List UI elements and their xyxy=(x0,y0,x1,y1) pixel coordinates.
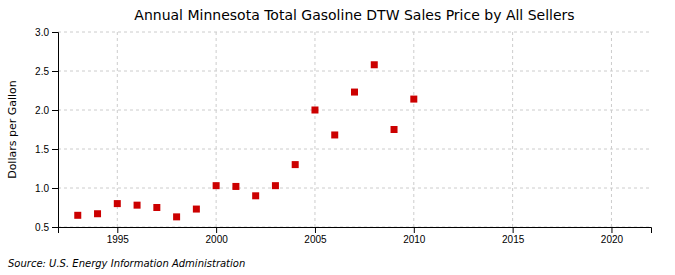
x-tick-label: 2010 xyxy=(403,234,426,245)
point xyxy=(292,161,299,168)
x-tick-label: 2000 xyxy=(206,234,229,245)
x-tick-label: 1995 xyxy=(107,234,130,245)
grid xyxy=(58,32,651,227)
y-tick-label: 1.0 xyxy=(35,183,49,194)
x-axis-line xyxy=(59,228,652,234)
point xyxy=(410,96,417,103)
x-axis: 1995 2000 2005 2010 2015 2020 xyxy=(59,227,652,245)
y-tick-mark xyxy=(52,110,58,111)
point xyxy=(351,89,358,96)
point xyxy=(232,183,239,190)
point xyxy=(114,200,121,207)
point xyxy=(173,213,180,220)
point xyxy=(153,204,160,211)
grid-line-y xyxy=(58,71,651,72)
x-tick: 2015 xyxy=(502,227,525,245)
y-tick: 1.5 xyxy=(35,144,58,155)
point xyxy=(213,182,220,189)
point xyxy=(311,107,318,114)
point xyxy=(252,192,259,199)
x-tick-mark xyxy=(611,227,612,233)
y-axis: 0.5 1.0 1.5 2.0 2.5 3.0 xyxy=(35,27,58,233)
y-axis-label: Dollars per Gallon xyxy=(6,80,19,179)
y-tick: 0.5 xyxy=(35,222,58,233)
y-tick: 1.0 xyxy=(35,183,58,194)
y-axis-line xyxy=(52,33,59,228)
point xyxy=(94,210,101,217)
point xyxy=(391,126,398,133)
x-tick-mark xyxy=(513,227,514,233)
y-tick-label: 3.0 xyxy=(35,27,49,38)
y-tick-label: 2.0 xyxy=(35,105,49,116)
points xyxy=(74,61,417,220)
grid-line-x xyxy=(413,32,414,227)
grid-line-x xyxy=(512,32,513,227)
y-tick-mark xyxy=(52,227,58,228)
x-tick: 2010 xyxy=(403,227,426,245)
x-tick-label: 2015 xyxy=(502,234,525,245)
y-tick-label: 2.5 xyxy=(35,66,49,77)
y-tick: 2.5 xyxy=(35,66,58,77)
grid-line-x xyxy=(216,32,217,227)
grid-line-x xyxy=(314,32,315,227)
point xyxy=(193,206,200,213)
x-tick-mark xyxy=(117,227,118,233)
grid-line-y xyxy=(58,32,651,33)
point xyxy=(272,182,279,189)
y-tick-label: 1.5 xyxy=(35,144,49,155)
x-tick: 2020 xyxy=(601,227,624,245)
point xyxy=(331,131,338,138)
x-tick-mark xyxy=(315,227,316,233)
grid-line-x xyxy=(117,32,118,227)
point xyxy=(74,212,81,219)
y-tick-mark xyxy=(52,149,58,150)
x-tick: 2005 xyxy=(304,227,327,245)
title: Annual Minnesota Total Gasoline DTW Sale… xyxy=(134,7,574,23)
grid-line-y xyxy=(58,110,651,111)
y-tick: 2.0 xyxy=(35,105,58,116)
grid-line-y xyxy=(58,188,651,189)
y-tick-mark xyxy=(52,32,58,33)
grid-line-x xyxy=(611,32,612,227)
x-tick-mark xyxy=(216,227,217,233)
y-tick-mark xyxy=(52,188,58,189)
y-tick-label: 0.5 xyxy=(35,222,49,233)
y-tick: 3.0 xyxy=(35,27,58,38)
x-tick-label: 2020 xyxy=(601,234,624,245)
x-tick: 2000 xyxy=(206,227,229,245)
x-tick-mark xyxy=(414,227,415,233)
chart-svg: 1995 2000 2005 2010 2015 2020 0.5 1.0 1.5 2.0 2.5 3… xyxy=(0,0,675,275)
chart-container: 1995 2000 2005 2010 2015 2020 0.5 1.0 1.5 2.0 2.5 3… xyxy=(0,0,675,275)
point xyxy=(134,202,141,209)
x-tick: 1995 xyxy=(107,227,130,245)
grid-line-y xyxy=(58,149,651,150)
x-tick-label: 2005 xyxy=(304,234,327,245)
annotation: Source: U.S. Energy Information Administ… xyxy=(8,258,245,269)
plot-area: 1995 2000 2005 2010 2015 2020 0.5 1.0 1.5 2.0 2.5 3… xyxy=(35,27,651,245)
point xyxy=(371,61,378,68)
y-tick-mark xyxy=(52,71,58,72)
